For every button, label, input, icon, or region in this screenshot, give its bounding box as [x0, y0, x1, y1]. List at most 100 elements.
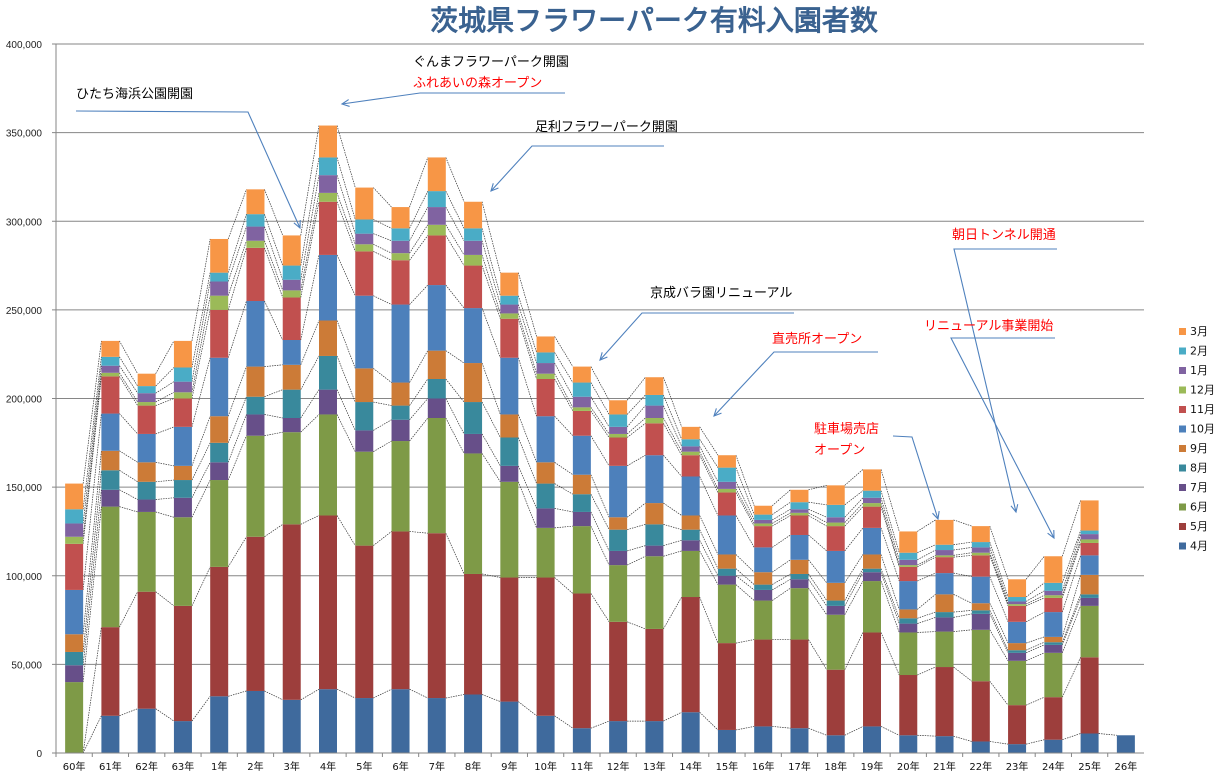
- bar-segment: [790, 573, 809, 580]
- x-tick-label: 13年: [643, 760, 666, 773]
- bar-segment: [681, 529, 700, 541]
- connector-line: [119, 413, 138, 435]
- bar-segment: [65, 665, 84, 683]
- connector-line: [409, 350, 429, 383]
- bar-segment: [826, 522, 845, 527]
- connector-line: [373, 368, 392, 383]
- bar-segment: [1008, 650, 1027, 653]
- connector-line: [445, 224, 465, 256]
- connector-line: [300, 414, 320, 433]
- bar-segment: [427, 350, 446, 380]
- x-tick-label: 7年: [429, 760, 445, 773]
- bar-segment: [971, 629, 990, 682]
- connector-line: [772, 515, 791, 527]
- bar-segment: [210, 416, 229, 443]
- connector-line: [663, 423, 682, 456]
- annotation-label: ふれあいの森オープン: [413, 76, 542, 91]
- connector-line: [699, 476, 719, 516]
- connector-line: [1025, 582, 1045, 598]
- bar-segment: [246, 536, 265, 691]
- connector-line: [517, 304, 537, 364]
- x-tick-label: 2年: [247, 760, 263, 773]
- bar-segment: [101, 506, 120, 628]
- bar-segment: [101, 413, 120, 451]
- connector-line: [735, 554, 755, 573]
- x-tick-label: 19年: [861, 760, 884, 773]
- legend: 3月 2月 1月 12月 11月 10月 9月 8月 7月 6月 5月 4月: [1179, 325, 1215, 553]
- bar-segment: [1080, 555, 1099, 575]
- connector-line: [626, 377, 646, 401]
- connector-line: [1062, 533, 1081, 591]
- legend-swatch: [1179, 503, 1186, 511]
- x-tick-label: 26年: [1114, 760, 1137, 773]
- bar-segment: [790, 509, 809, 513]
- x-tick-label: 10年: [534, 760, 557, 773]
- bar-segment: [319, 254, 337, 321]
- bar-segment: [609, 465, 628, 518]
- x-tick-label: 18年: [824, 760, 847, 773]
- bar-segment: [355, 295, 374, 369]
- bar-segment: [319, 201, 337, 255]
- connector-line: [1025, 641, 1045, 651]
- legend-swatch: [1179, 386, 1186, 394]
- connector-line: [1062, 539, 1081, 596]
- bar-segment: [863, 506, 881, 528]
- bar-segment: [790, 489, 809, 503]
- bar-segment: [282, 340, 301, 365]
- connector-line: [590, 435, 610, 467]
- connector-line: [264, 364, 283, 367]
- connector-line: [626, 555, 646, 566]
- bar-segment: [173, 605, 192, 722]
- bar-segment: [137, 591, 156, 709]
- bar-segment: [609, 565, 628, 622]
- bar-segment: [355, 233, 374, 245]
- bar-segment: [173, 721, 192, 753]
- bar-segment: [1080, 530, 1099, 535]
- bar-segment: [464, 453, 483, 574]
- bar-segment: [319, 320, 337, 356]
- connector-line: [844, 726, 864, 736]
- connector-line: [735, 481, 755, 521]
- bar-segment: [391, 304, 410, 383]
- bar-segment: [1008, 597, 1027, 602]
- connector-line: [300, 157, 320, 266]
- connector-line: [517, 318, 537, 380]
- connector-line: [590, 382, 610, 415]
- bar-segment: [609, 529, 628, 551]
- bar-segment: [935, 519, 954, 545]
- connector-line: [227, 536, 247, 568]
- connector-line: [155, 381, 175, 394]
- connector-line: [1025, 597, 1045, 607]
- connector-line: [445, 398, 465, 435]
- bar-segment: [609, 437, 628, 466]
- connector-line: [119, 372, 138, 403]
- bar-segment: [971, 547, 990, 553]
- connector-line: [445, 417, 465, 454]
- bar-segment: [282, 417, 301, 433]
- legend-swatch: [1179, 328, 1186, 335]
- bar-segment: [464, 573, 483, 695]
- legend-label: 10月: [1190, 423, 1215, 436]
- connector-line: [119, 506, 138, 513]
- bar-segment: [826, 614, 845, 670]
- x-tick-label: 8年: [465, 760, 481, 773]
- legend-label: 7月: [1190, 481, 1208, 494]
- connector-line: [735, 515, 755, 548]
- bar-segment: [101, 627, 120, 716]
- bar-segment: [1080, 574, 1099, 595]
- connector-line: [155, 479, 174, 483]
- legend-label: 11月: [1190, 403, 1215, 416]
- connector-line: [663, 417, 682, 452]
- connector-line: [373, 219, 392, 229]
- connector-line: [735, 584, 755, 601]
- bar-segment: [609, 621, 628, 722]
- bar-segment: [790, 559, 809, 574]
- connector-line: [264, 240, 284, 291]
- bar-segment: [137, 462, 156, 482]
- connector-line: [880, 632, 900, 676]
- bar-segment: [319, 175, 337, 193]
- connector-line: [917, 611, 936, 619]
- bar-segment: [391, 382, 410, 406]
- bar-segment: [935, 557, 954, 574]
- connector-line: [227, 396, 247, 443]
